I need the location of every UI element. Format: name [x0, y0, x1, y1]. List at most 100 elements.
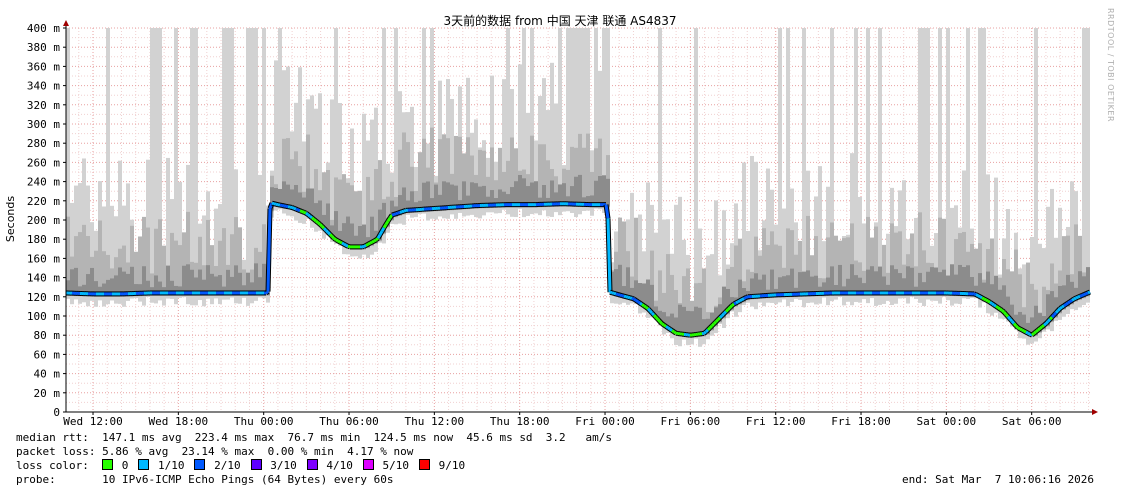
- y-tick-label: 280 m: [27, 137, 60, 150]
- median-segment: [313, 218, 317, 223]
- smoke-band: [1086, 28, 1090, 303]
- median-segment: [631, 296, 635, 301]
- smoke-band: [902, 180, 906, 299]
- smoke-band: [970, 277, 974, 296]
- smoke-band: [362, 224, 366, 249]
- median-segment: [658, 320, 664, 325]
- smoke-band: [1082, 28, 1086, 305]
- smoke-band: [198, 236, 202, 296]
- smoke-band: [546, 160, 550, 208]
- median-segment: [712, 320, 718, 325]
- smoke-band: [238, 227, 242, 296]
- smoke-band: [342, 223, 346, 246]
- smoke-band: [542, 144, 546, 208]
- smoke-band: [874, 226, 878, 296]
- y-tick-label: 380 m: [27, 41, 60, 54]
- loss-color-legend: loss color: 0 1/10 2/10 3/10 4/10 5/10 9…: [16, 459, 475, 473]
- smoke-band: [938, 217, 942, 296]
- median-segment: [1035, 328, 1039, 333]
- median-segment: [1067, 300, 1071, 305]
- smoke-band: [514, 148, 518, 208]
- x-axis-arrow: [1092, 409, 1098, 415]
- smoke-band: [938, 272, 942, 295]
- median-segment: [337, 239, 341, 244]
- smoke-band: [1022, 264, 1026, 339]
- median-segment: [654, 316, 660, 321]
- smoke-band: [758, 279, 762, 298]
- median-segment: [993, 303, 997, 308]
- smoke-band: [130, 225, 134, 297]
- smoke-band: [478, 186, 482, 208]
- smoke-band: [898, 273, 902, 295]
- smoke-band: [338, 102, 342, 246]
- smoke-band: [810, 255, 814, 297]
- smoke-band: [578, 174, 582, 207]
- smoke-band: [946, 275, 950, 295]
- smoke-band: [694, 28, 698, 339]
- smoke-band: [246, 28, 250, 306]
- median-segment: [1025, 330, 1029, 335]
- smoke-band: [386, 196, 390, 228]
- median-segment: [1014, 324, 1020, 329]
- smoke-band: [414, 190, 418, 213]
- smoke-band: [862, 223, 866, 300]
- legend-swatch: [194, 459, 206, 470]
- smoke-band: [250, 28, 254, 304]
- smoke-band: [1018, 274, 1022, 331]
- smoke-band: [594, 148, 598, 208]
- smoke-band: [646, 182, 650, 318]
- smoke-band: [258, 277, 262, 295]
- smoke-band: [394, 28, 398, 225]
- median-segment: [378, 230, 384, 236]
- smoke-band: [274, 60, 278, 211]
- smoke-band: [346, 182, 350, 249]
- smoke-band: [558, 28, 562, 216]
- smoke-band: [886, 272, 890, 296]
- smoke-band: [506, 160, 510, 208]
- legend-item: 4/10: [306, 459, 353, 472]
- smoke-band: [646, 279, 650, 310]
- smoke-band: [834, 235, 838, 296]
- smoke-band: [470, 182, 474, 208]
- smoke-band: [126, 183, 130, 301]
- y-tick-label: 200 m: [27, 214, 60, 227]
- smoke-band: [138, 236, 142, 297]
- smoke-band: [142, 266, 146, 296]
- smoke-band: [1010, 271, 1014, 322]
- smoke-band: [978, 273, 982, 298]
- smoke-band: [1022, 314, 1026, 332]
- median-segment: [604, 204, 610, 219]
- median-segment: [1039, 325, 1043, 330]
- smoke-band: [106, 28, 110, 305]
- smoke-band: [494, 180, 498, 208]
- smoke-band: [1078, 235, 1082, 301]
- y-tick-label: 0: [53, 406, 60, 419]
- median-segment: [703, 330, 707, 335]
- smoke-band: [1014, 249, 1018, 327]
- median-segment: [741, 297, 745, 301]
- smoke-band: [502, 79, 506, 210]
- smoke-band: [786, 28, 790, 307]
- legend-label: 2/10: [207, 459, 241, 472]
- smoke-band: [290, 189, 294, 210]
- median-segment: [977, 294, 981, 299]
- y-tick-label: 20 m: [34, 387, 61, 400]
- smoke-band: [378, 160, 382, 242]
- smoke-band: [710, 312, 714, 330]
- smoke-band: [1066, 274, 1070, 307]
- smoke-band: [542, 78, 546, 211]
- smoke-band: [358, 190, 362, 250]
- smoke-band: [822, 241, 826, 298]
- median-segment: [1012, 322, 1018, 327]
- median-segment: [341, 241, 345, 246]
- median-segment: [305, 211, 309, 216]
- smoke-band: [446, 182, 450, 210]
- smoke-band: [382, 28, 386, 244]
- median-segment: [1087, 290, 1091, 295]
- smoke-band: [562, 183, 566, 206]
- median-segment: [739, 298, 743, 303]
- median-segment: [625, 295, 629, 299]
- median-segment: [613, 291, 617, 296]
- smoke-band: [418, 200, 422, 212]
- median-segment: [1085, 291, 1089, 296]
